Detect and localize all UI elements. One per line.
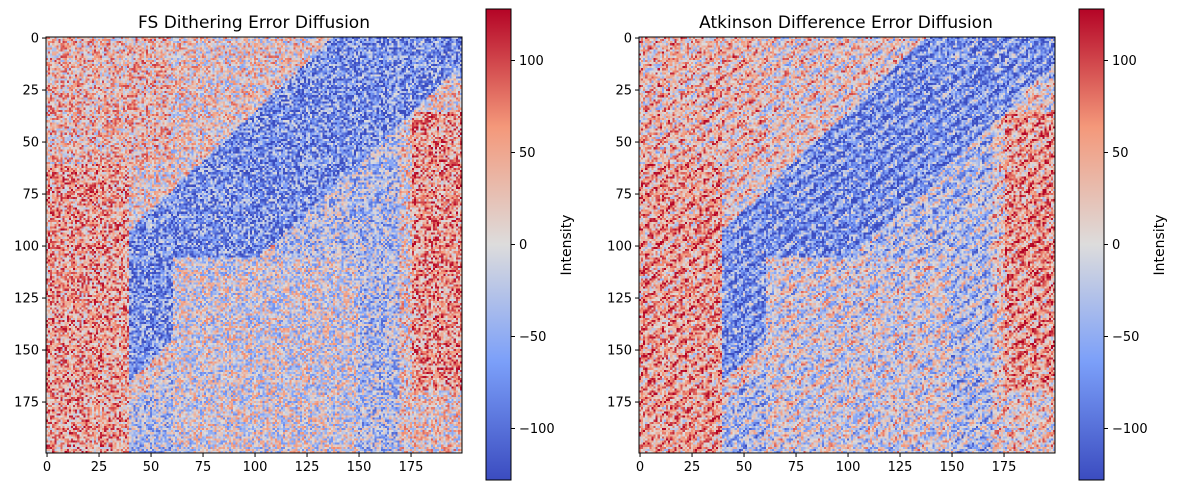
plot-frame [638, 36, 1056, 454]
x-tick-label: 50 [736, 460, 753, 475]
y-axis: 0 25 50 75 100 125 150 175 [14, 32, 46, 411]
y-tick-label: 150 [607, 344, 632, 359]
colorbar-label: Intensity [559, 215, 575, 276]
colorbar-tick-label: 0 [519, 238, 527, 253]
x-tick-label: 25 [91, 460, 108, 475]
x-tick-label: 50 [143, 460, 160, 475]
x-tick-label: 0 [636, 460, 644, 475]
y-tick-label: 100 [607, 240, 632, 255]
heatmap-panel-atkinson: Atkinson Difference Error Diffusion 0 25 5… [607, 8, 1168, 481]
y-tick-label: 100 [14, 240, 39, 255]
y-axis: 0 25 50 75 100 125 150 175 [607, 32, 639, 411]
y-tick-label: 50 [22, 136, 39, 151]
colorbar-tick-label: −100 [519, 422, 555, 437]
plot-frame [45, 36, 463, 454]
y-tick-label: 0 [31, 32, 39, 47]
x-tick-label: 175 [399, 460, 424, 475]
colorbar-label: Intensity [1152, 215, 1168, 276]
x-tick-label: 175 [992, 460, 1017, 475]
y-tick-label: 25 [615, 84, 632, 99]
y-tick-label: 75 [615, 188, 632, 203]
colorbar [1078, 8, 1105, 481]
x-tick-label: 125 [295, 460, 320, 475]
y-tick-label: 75 [22, 188, 39, 203]
colorbar-tick-label: −50 [1112, 330, 1139, 345]
x-tick-label: 75 [195, 460, 212, 475]
colorbar-tick-label: 100 [1112, 54, 1137, 69]
x-tick-label: 150 [940, 460, 965, 475]
colorbar-tick-label: 50 [1112, 146, 1129, 161]
y-tick-label: 125 [607, 292, 632, 307]
y-tick-label: 0 [624, 32, 632, 47]
y-tick-label: 175 [607, 396, 632, 411]
heatmap-raster [46, 37, 462, 453]
x-tick-label: 0 [43, 460, 51, 475]
colorbar-tick-label: −50 [519, 330, 546, 345]
colorbar-axis: −100 −50 0 50 100 [1104, 54, 1148, 437]
x-tick-label: 25 [684, 460, 701, 475]
x-axis: 0 25 50 75 100 125 150 175 [43, 453, 424, 475]
colorbar-tick-label: −100 [1112, 422, 1148, 437]
y-tick-label: 25 [22, 84, 39, 99]
chart-title: Atkinson Difference Error Diffusion [699, 13, 993, 33]
colorbar-tick-label: 100 [519, 54, 544, 69]
x-tick-label: 125 [888, 460, 913, 475]
heatmap-image [639, 37, 1055, 453]
y-tick-label: 125 [14, 292, 39, 307]
y-tick-label: 50 [615, 136, 632, 151]
y-tick-label: 175 [14, 396, 39, 411]
y-tick-label: 150 [14, 344, 39, 359]
x-tick-label: 100 [836, 460, 861, 475]
heatmap-image [46, 37, 462, 453]
x-axis: 0 25 50 75 100 125 150 175 [636, 453, 1017, 475]
chart-title: FS Dithering Error Diffusion [138, 13, 370, 33]
heatmap-raster [639, 37, 1055, 453]
colorbar [485, 8, 512, 481]
heatmap-panel-fs: FS Dithering Error Diffusion 0 25 50 75 100 1… [14, 8, 575, 481]
colorbar-tick-label: 0 [1112, 238, 1120, 253]
x-tick-label: 150 [347, 460, 372, 475]
x-tick-label: 100 [243, 460, 268, 475]
x-tick-label: 75 [788, 460, 805, 475]
colorbar-axis: −100 −50 0 50 100 [511, 54, 555, 437]
colorbar-tick-label: 50 [519, 146, 536, 161]
